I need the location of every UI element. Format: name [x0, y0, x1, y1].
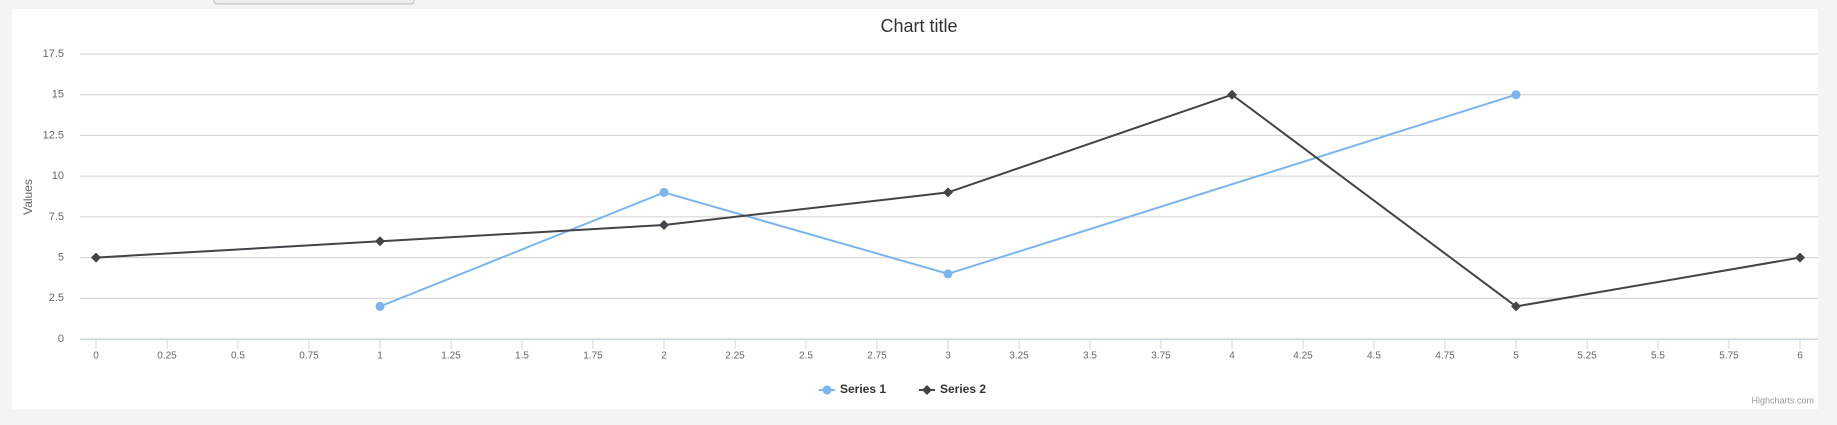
- marker: [375, 236, 385, 247]
- marker: [1795, 252, 1805, 263]
- legend-item[interactable]: Series 2: [919, 382, 986, 396]
- marker: [822, 385, 832, 395]
- x-tick-label: 5.5: [1651, 351, 1665, 362]
- x-tick-label: 5: [1513, 351, 1519, 362]
- marker: [659, 220, 669, 230]
- x-tick-label: 3.75: [1151, 351, 1171, 362]
- x-tick-label: 3.5: [1083, 351, 1097, 362]
- marker: [922, 385, 932, 395]
- y-tick-label: 15: [52, 89, 64, 101]
- x-tick-label: 0: [93, 351, 99, 362]
- line: [379, 93, 1517, 308]
- button[interactable]: [213, 0, 415, 5]
- x-tick-label: 3: [945, 351, 951, 362]
- legend-label: Series 1: [840, 382, 886, 396]
- x-tick-label: 4: [1229, 351, 1235, 362]
- x-tick-label: 4.25: [1293, 351, 1313, 362]
- x-tick-label: 2.75: [867, 351, 887, 362]
- marker: [1227, 89, 1237, 100]
- chart-title: Chart title: [880, 16, 957, 36]
- x-tick-label: 5.25: [1577, 351, 1597, 362]
- y-tick-label: 5: [58, 251, 64, 263]
- x-tick-label: 2: [661, 351, 667, 362]
- legend-item[interactable]: Series 1: [819, 382, 886, 396]
- x-tick-label: 0.25: [157, 351, 177, 362]
- y-tick-label: 12.5: [43, 129, 64, 141]
- x-tick-label: 0.5: [231, 351, 245, 362]
- credits: Highcharts.com: [1751, 395, 1814, 405]
- x-tick-label: 1: [377, 351, 383, 362]
- marker: [659, 187, 669, 197]
- x-tick-label: 5.75: [1719, 351, 1739, 362]
- chart-panel: [12, 9, 1818, 409]
- x-tick-label: 1.25: [441, 351, 461, 362]
- x-tick-label: 6: [1797, 351, 1803, 362]
- y-tick-label: 0: [58, 333, 64, 345]
- x-tick-label: 3.25: [1009, 351, 1029, 362]
- y-tick-label: 7.5: [49, 211, 64, 223]
- x-tick-label: 1.5: [515, 351, 529, 362]
- marker: [943, 269, 953, 279]
- x-tick-label: 0.75: [299, 351, 319, 362]
- marker: [943, 187, 953, 198]
- y-tick-label: 2.5: [49, 292, 64, 304]
- legend-label: Series 2: [940, 382, 986, 396]
- marker: [375, 301, 385, 311]
- marker: [1511, 90, 1521, 100]
- y-tick-label: 17.5: [43, 48, 64, 60]
- marker: [1511, 301, 1521, 312]
- x-tick-label: 1.75: [583, 351, 603, 362]
- x-tick-label: 4.75: [1435, 351, 1455, 362]
- x-tick-label: 4.5: [1367, 351, 1381, 362]
- marker: [91, 252, 101, 263]
- y-tick-label: 10: [52, 170, 64, 182]
- x-tick-label: 2.25: [725, 351, 745, 362]
- y-axis-title: Values: [21, 179, 35, 215]
- x-tick-label: 2.5: [799, 351, 813, 362]
